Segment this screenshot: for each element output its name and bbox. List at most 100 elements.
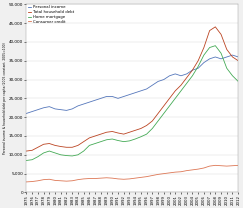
Consumer credit bbox=[139, 176, 142, 179]
Total household debt bbox=[237, 59, 240, 62]
Consumer credit bbox=[134, 177, 137, 179]
Consumer credit bbox=[71, 180, 74, 182]
Home mortgage bbox=[31, 158, 34, 161]
Personal income bbox=[105, 95, 108, 98]
Total household debt bbox=[162, 105, 165, 107]
Personal income bbox=[168, 74, 171, 77]
Consumer credit bbox=[122, 178, 125, 181]
Consumer credit bbox=[65, 180, 68, 182]
Home mortgage bbox=[145, 133, 148, 135]
Home mortgage bbox=[65, 154, 68, 157]
Consumer credit bbox=[231, 165, 234, 167]
Home mortgage bbox=[122, 140, 125, 143]
Total household debt bbox=[94, 135, 96, 137]
Consumer credit bbox=[237, 164, 240, 167]
Total household debt bbox=[231, 56, 234, 58]
Personal income bbox=[162, 78, 165, 81]
Home mortgage bbox=[25, 159, 28, 162]
Consumer credit bbox=[225, 165, 228, 167]
Home mortgage bbox=[220, 52, 223, 54]
Personal income bbox=[197, 67, 200, 69]
Total household debt bbox=[42, 143, 45, 146]
Consumer credit bbox=[88, 177, 91, 180]
Total household debt bbox=[48, 142, 51, 145]
Line: Consumer credit: Consumer credit bbox=[26, 165, 238, 182]
Consumer credit bbox=[111, 177, 114, 179]
Consumer credit bbox=[214, 164, 217, 167]
Consumer credit bbox=[117, 178, 120, 180]
Total household debt bbox=[82, 140, 85, 143]
Personal income bbox=[139, 90, 142, 92]
Consumer credit bbox=[25, 181, 28, 183]
Home mortgage bbox=[42, 152, 45, 154]
Consumer credit bbox=[54, 179, 57, 182]
Consumer credit bbox=[162, 172, 165, 175]
Consumer credit bbox=[191, 169, 194, 171]
Total household debt bbox=[191, 69, 194, 71]
Home mortgage bbox=[202, 54, 205, 56]
Home mortgage bbox=[168, 105, 171, 107]
Total household debt bbox=[197, 59, 200, 62]
Total household debt bbox=[128, 131, 131, 134]
Home mortgage bbox=[180, 90, 182, 92]
Consumer credit bbox=[105, 177, 108, 179]
Personal income bbox=[145, 88, 148, 90]
Home mortgage bbox=[231, 74, 234, 77]
Total household debt bbox=[180, 84, 182, 87]
Total household debt bbox=[36, 146, 39, 149]
Personal income bbox=[94, 99, 96, 102]
Total household debt bbox=[54, 144, 57, 147]
Home mortgage bbox=[105, 139, 108, 141]
Personal income bbox=[54, 108, 57, 110]
Total household debt bbox=[225, 48, 228, 51]
Consumer credit bbox=[202, 167, 205, 169]
Home mortgage bbox=[128, 140, 131, 142]
Home mortgage bbox=[157, 120, 160, 122]
Personal income bbox=[134, 92, 137, 94]
Home mortgage bbox=[208, 46, 211, 49]
Consumer credit bbox=[42, 178, 45, 181]
Total household debt bbox=[99, 133, 102, 135]
Personal income bbox=[202, 61, 205, 64]
Personal income bbox=[77, 105, 79, 107]
Total household debt bbox=[168, 97, 171, 100]
Total household debt bbox=[134, 129, 137, 132]
Personal income bbox=[111, 95, 114, 98]
Consumer credit bbox=[151, 174, 154, 177]
Personal income bbox=[25, 112, 28, 115]
Consumer credit bbox=[48, 178, 51, 181]
Total household debt bbox=[25, 150, 28, 152]
Personal income bbox=[48, 105, 51, 108]
Home mortgage bbox=[88, 144, 91, 147]
Consumer credit bbox=[174, 171, 177, 173]
Total household debt bbox=[117, 132, 120, 134]
Home mortgage bbox=[77, 154, 79, 156]
Personal income bbox=[151, 84, 154, 87]
Consumer credit bbox=[94, 177, 96, 180]
Total household debt bbox=[157, 112, 160, 115]
Personal income bbox=[225, 56, 228, 58]
Personal income bbox=[214, 56, 217, 58]
Consumer credit bbox=[145, 175, 148, 178]
Consumer credit bbox=[168, 172, 171, 174]
Total household debt bbox=[145, 124, 148, 127]
Total household debt bbox=[105, 131, 108, 134]
Total household debt bbox=[174, 90, 177, 92]
Home mortgage bbox=[151, 127, 154, 130]
Line: Personal income: Personal income bbox=[26, 55, 238, 113]
Home mortgage bbox=[237, 80, 240, 83]
Total household debt bbox=[71, 146, 74, 149]
Personal income bbox=[65, 109, 68, 112]
Home mortgage bbox=[111, 138, 114, 140]
Home mortgage bbox=[139, 135, 142, 138]
Home mortgage bbox=[225, 67, 228, 69]
Total household debt bbox=[208, 29, 211, 32]
Y-axis label: Personal income & household debt per capita (2005 constant, 2005=100): Personal income & household debt per cap… bbox=[3, 42, 7, 154]
Home mortgage bbox=[48, 150, 51, 152]
Line: Home mortgage: Home mortgage bbox=[26, 46, 238, 160]
Consumer credit bbox=[185, 169, 188, 172]
Personal income bbox=[31, 110, 34, 113]
Consumer credit bbox=[220, 165, 223, 167]
Home mortgage bbox=[162, 112, 165, 115]
Home mortgage bbox=[117, 139, 120, 142]
